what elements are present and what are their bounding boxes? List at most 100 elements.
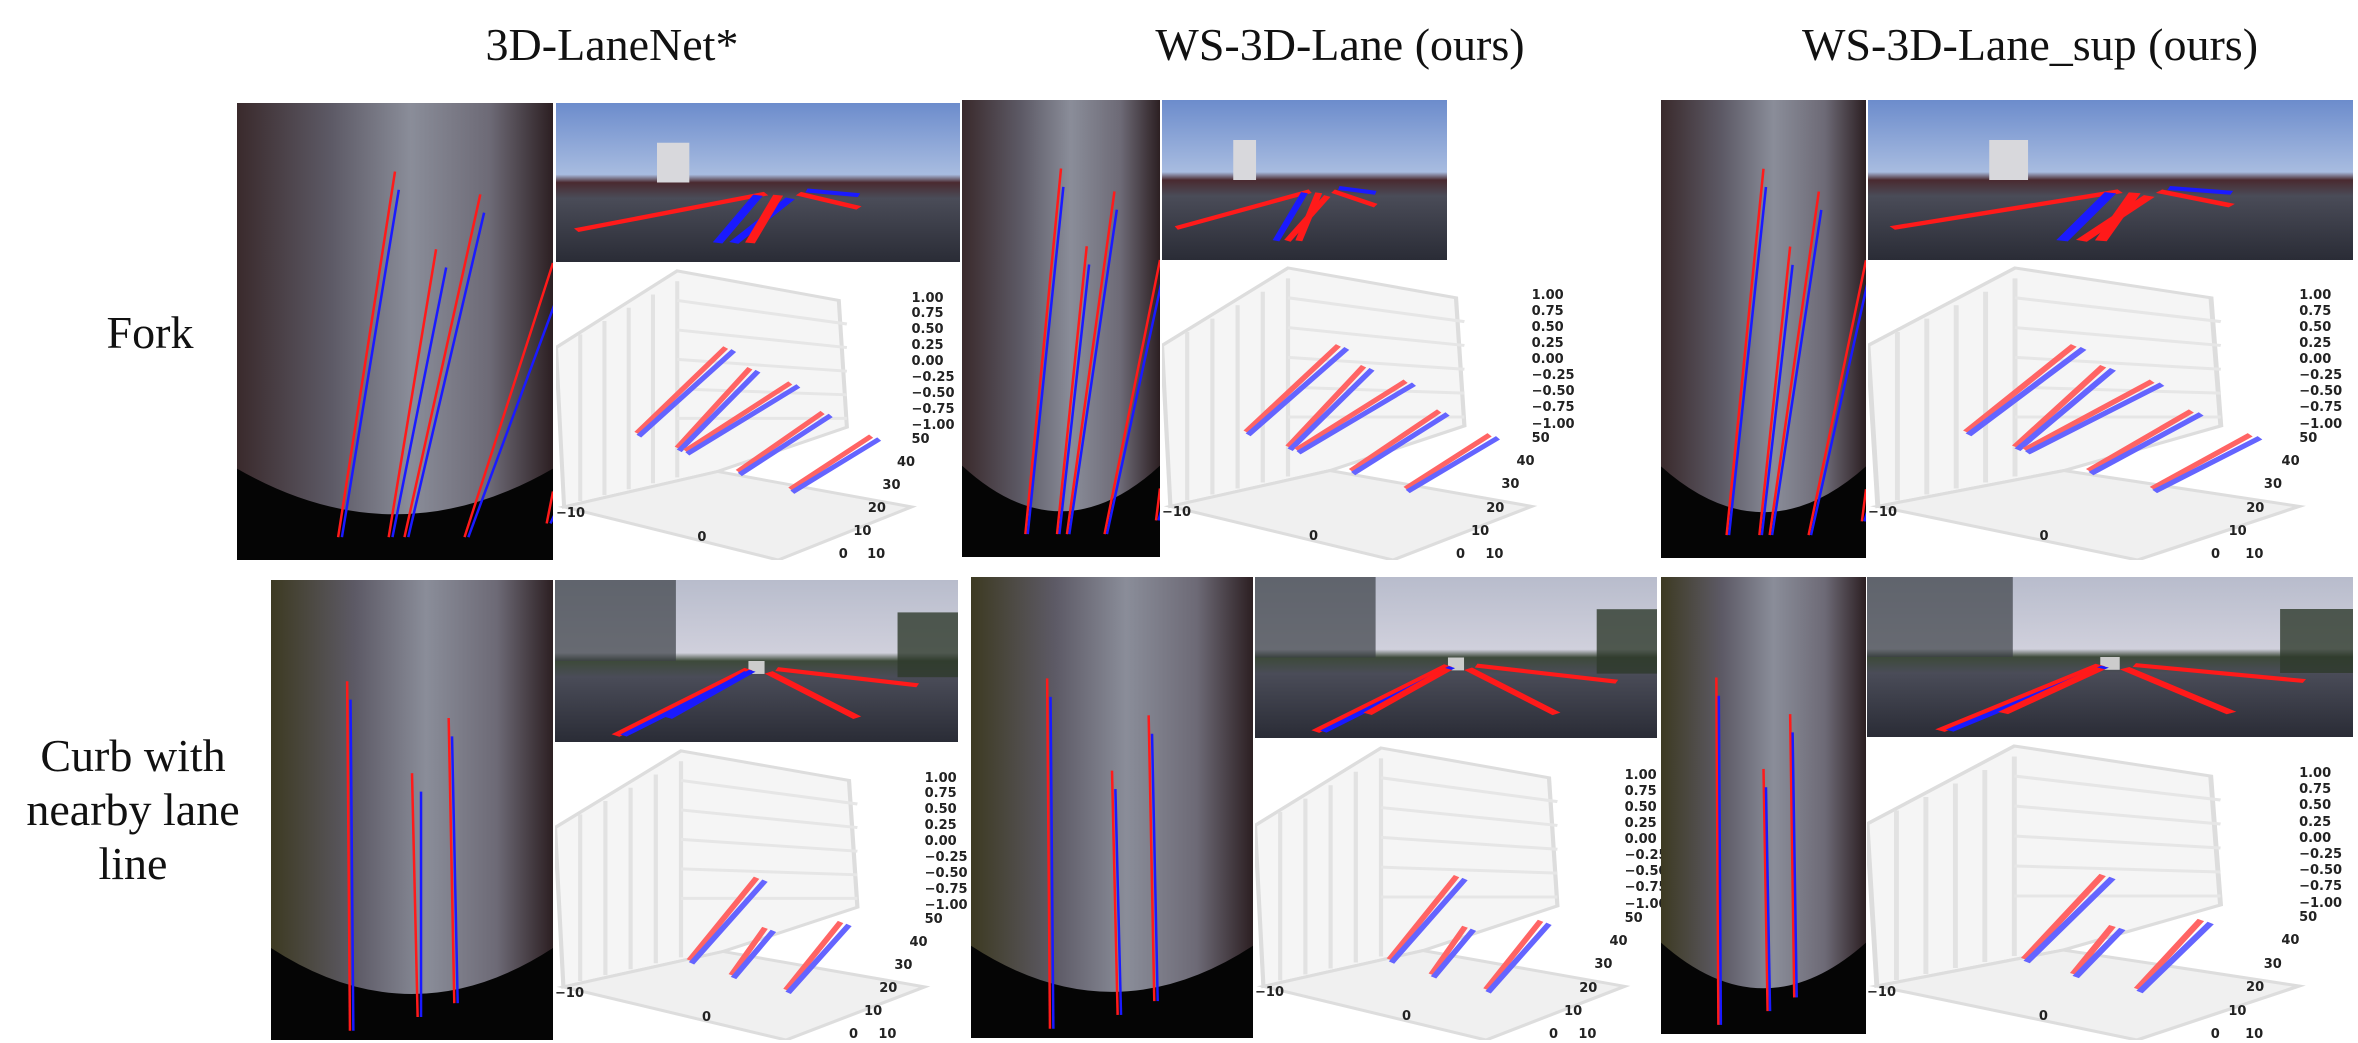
- y-axis-tick: 40: [1516, 454, 1535, 470]
- y-axis-tick: 10: [2228, 1003, 2247, 1019]
- x-axis-tick: −10: [1868, 505, 1897, 521]
- z-axis-tick: 0.25: [1531, 336, 1564, 352]
- topdown-view-image: [271, 580, 553, 1040]
- y-axis-tick: 50: [1531, 430, 1550, 446]
- z-axis-tick: 0.25: [1624, 816, 1657, 832]
- z-axis-tick: −0.25: [1624, 848, 1668, 864]
- z-axis-tick: 0.25: [2299, 336, 2332, 352]
- y-axis-tick: 40: [2281, 933, 2300, 949]
- 3d-lane-plot: 1.00 0.75 0.50 0.25 0.00 −0.25 −0.50 −0.75 −1.00…: [1162, 262, 1582, 563]
- z-axis-tick: 0.75: [2299, 782, 2332, 798]
- z-axis-tick: −0.75: [1624, 880, 1668, 896]
- topdown-view-image: [1661, 577, 1866, 1034]
- z-axis-tick: 0.50: [1531, 320, 1564, 335]
- z-axis-tick: 0.00: [1531, 352, 1564, 368]
- z-axis-tick: −1.00: [911, 417, 955, 433]
- z-axis-tick: 0.75: [924, 786, 957, 802]
- front-camera-image: [1162, 100, 1447, 260]
- y-axis-tick: 0: [2211, 547, 2221, 563]
- x-axis-tick: 10: [1485, 547, 1504, 563]
- y-axis-tick: 50: [924, 912, 943, 928]
- x-axis-tick: 0: [702, 1009, 712, 1025]
- z-axis-tick: 0.00: [1624, 832, 1657, 848]
- z-axis-tick: 0.50: [911, 322, 944, 338]
- y-axis-tick: 50: [2299, 430, 2318, 446]
- y-axis-tick: 50: [911, 432, 930, 448]
- z-axis-tick: −0.25: [911, 370, 955, 386]
- x-axis-tick: 10: [2245, 547, 2264, 563]
- y-axis-tick: 10: [1564, 1003, 1583, 1019]
- y-axis-tick: 0: [838, 547, 848, 563]
- z-axis-tick: −0.75: [2299, 879, 2343, 895]
- z-axis-tick: 0.00: [2299, 830, 2332, 846]
- x-axis-tick: 10: [867, 547, 886, 563]
- y-axis-tick: 20: [1579, 980, 1598, 996]
- z-axis-tick: −0.50: [1624, 864, 1668, 880]
- front-camera-image: [555, 580, 958, 742]
- z-axis-tick: 0.75: [2299, 303, 2332, 319]
- y-axis-tick: 0: [1456, 547, 1466, 563]
- y-axis-tick: 20: [879, 981, 898, 997]
- row-label-fork: Fork: [106, 307, 194, 358]
- z-axis-tick: 0.25: [2299, 814, 2332, 830]
- 3d-lane-plot: 1.00 0.75 0.50 0.25 0.00 −0.25 −0.50 −0.75 −1.00…: [1867, 740, 2358, 1042]
- y-axis-tick: 30: [882, 478, 901, 494]
- z-axis-tick: 0.75: [1624, 783, 1657, 799]
- x-axis-tick: 0: [1402, 1009, 1412, 1025]
- y-axis-tick: 10: [853, 524, 872, 540]
- z-axis-tick: −0.25: [924, 850, 968, 866]
- z-axis-tick: −1.00: [2299, 895, 2343, 911]
- z-axis-tick: −1.00: [924, 897, 968, 913]
- z-axis-tick: −0.50: [911, 386, 955, 402]
- y-axis-tick: 30: [2263, 956, 2282, 972]
- y-axis-tick: 20: [2246, 500, 2265, 516]
- z-axis-tick: 0.50: [924, 802, 957, 818]
- z-axis-tick: −1.00: [1531, 416, 1575, 432]
- x-axis-tick: 10: [1578, 1027, 1597, 1043]
- z-axis-tick: 0.75: [1531, 303, 1564, 319]
- y-axis-tick: 30: [1501, 477, 1520, 493]
- z-axis-tick: −0.75: [911, 402, 955, 418]
- z-axis-tick: 1.00: [924, 770, 957, 786]
- z-axis-tick: 0.00: [924, 834, 957, 850]
- column-title-ws-3d-lane: WS-3D-Lane (ours): [1155, 19, 1525, 70]
- x-axis-tick: 0: [2038, 1009, 2048, 1024]
- z-axis-tick: 0.50: [1624, 800, 1657, 815]
- z-axis-tick: 0.25: [911, 338, 944, 354]
- z-axis-tick: −0.50: [1531, 384, 1575, 400]
- column-title-ws-3d-lane-sup: WS-3D-Lane_sup (ours): [1801, 19, 2259, 70]
- topdown-view-image: [962, 100, 1160, 557]
- x-axis-tick: 0: [697, 529, 707, 545]
- front-camera-image: [556, 103, 960, 262]
- z-axis-tick: −0.75: [1531, 400, 1575, 416]
- x-axis-tick: −10: [555, 985, 584, 1001]
- front-camera-image: [1255, 577, 1657, 738]
- topdown-view-image: [971, 577, 1253, 1038]
- y-axis-tick: 40: [1609, 934, 1628, 950]
- z-axis-tick: −1.00: [2299, 416, 2343, 432]
- column-title-3d-lanenet: 3D-LaneNet*: [485, 19, 739, 70]
- x-axis-tick: 10: [2245, 1027, 2264, 1042]
- y-axis-tick: 20: [2246, 980, 2265, 996]
- x-axis-tick: 0: [2039, 529, 2049, 545]
- 3d-lane-plot: 1.00 0.75 0.50 0.25 0.00 −0.25 −0.50 −0.75 −1.00…: [556, 265, 960, 563]
- y-axis-tick: 40: [896, 455, 916, 471]
- y-axis-tick: 50: [1624, 910, 1643, 926]
- z-axis-tick: −0.50: [924, 866, 968, 882]
- z-axis-tick: 0.50: [2299, 798, 2332, 814]
- y-axis-tick: 20: [867, 501, 886, 517]
- x-axis-tick: 0: [1309, 529, 1319, 545]
- y-axis-tick: 10: [1471, 523, 1490, 539]
- y-axis-tick: 30: [1594, 957, 1613, 973]
- y-axis-tick: 40: [909, 935, 928, 951]
- z-axis-tick: −0.25: [1531, 368, 1575, 384]
- z-axis-tick: −0.25: [2299, 368, 2343, 384]
- y-axis-tick: 0: [849, 1027, 859, 1043]
- z-axis-tick: −0.50: [2299, 384, 2343, 400]
- front-camera-image: [1868, 100, 2353, 260]
- z-axis-tick: −0.75: [924, 882, 968, 898]
- y-axis-tick: 40: [2281, 454, 2300, 470]
- z-axis-tick: 1.00: [1624, 767, 1657, 783]
- z-axis-tick: 0.00: [911, 354, 944, 370]
- front-camera-image: [1867, 577, 2353, 737]
